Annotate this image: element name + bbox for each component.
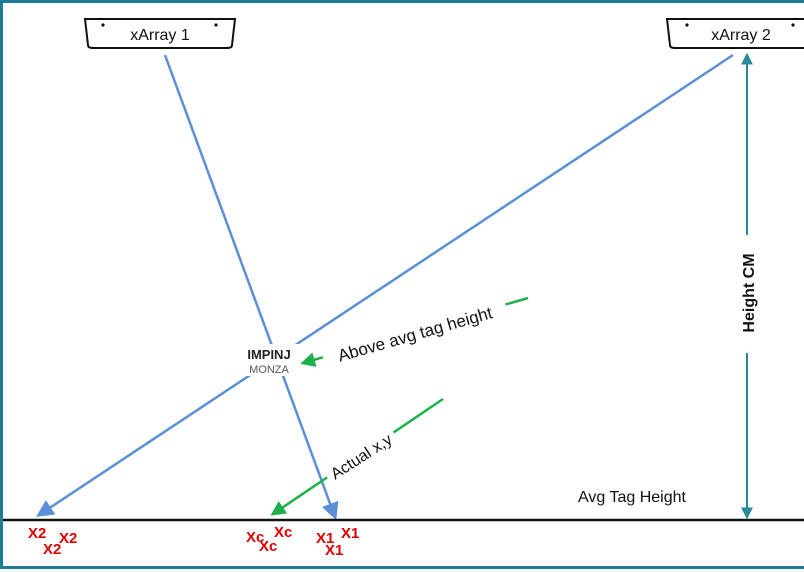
- reader-1-dot-left: [101, 23, 105, 27]
- rfid-localization-diagram: xArray 1 xArray 2 Height CM IMPINJ MONZA…: [3, 18, 804, 559]
- above-height-label-bg: [320, 298, 510, 370]
- x2-markers: X2 X2 X2: [28, 525, 77, 558]
- actual-xy-label-bg: [322, 426, 400, 487]
- height-label-bg: [736, 235, 758, 353]
- x1-markers: X1 X1 X1: [316, 525, 359, 559]
- xc-marker: Xc: [274, 524, 292, 541]
- reader-xarray-1: xArray 1: [83, 18, 237, 49]
- x2-marker: X2: [43, 541, 61, 558]
- tag-model: MONZA: [249, 364, 289, 376]
- x2-marker: X2: [28, 525, 46, 542]
- impinj-monza-tag: IMPINJ MONZA: [239, 344, 299, 376]
- x2-marker: X2: [59, 530, 77, 547]
- x1-marker: X1: [341, 525, 359, 542]
- xc-markers: Xc Xc Xc: [246, 524, 292, 555]
- tag-brand: IMPINJ: [247, 347, 290, 362]
- reader-2-dot-right: [791, 23, 795, 27]
- ray-from-xarray-2: [36, 53, 734, 517]
- above-height-label: Above avg tag height: [336, 303, 495, 365]
- x1-marker: X1: [325, 542, 343, 559]
- actual-xy-label: Actual x,y: [328, 431, 395, 483]
- xc-marker: Xc: [246, 529, 264, 546]
- reader-xarray-2: xArray 2: [665, 18, 804, 49]
- tag-logo-bg: [239, 344, 299, 376]
- xc-marker: Xc: [259, 538, 277, 555]
- ray-from-xarray-1: [163, 54, 339, 521]
- height-label: Height CM: [741, 253, 758, 332]
- reader-2-label: xArray 2: [711, 27, 771, 44]
- reader-1-label: xArray 1: [130, 27, 190, 44]
- x1-marker: X1: [316, 530, 334, 547]
- reader-2-dot-left: [685, 23, 689, 27]
- reader-1-dot-right: [214, 23, 218, 27]
- avg-tag-height-label: Avg Tag Height: [578, 489, 686, 506]
